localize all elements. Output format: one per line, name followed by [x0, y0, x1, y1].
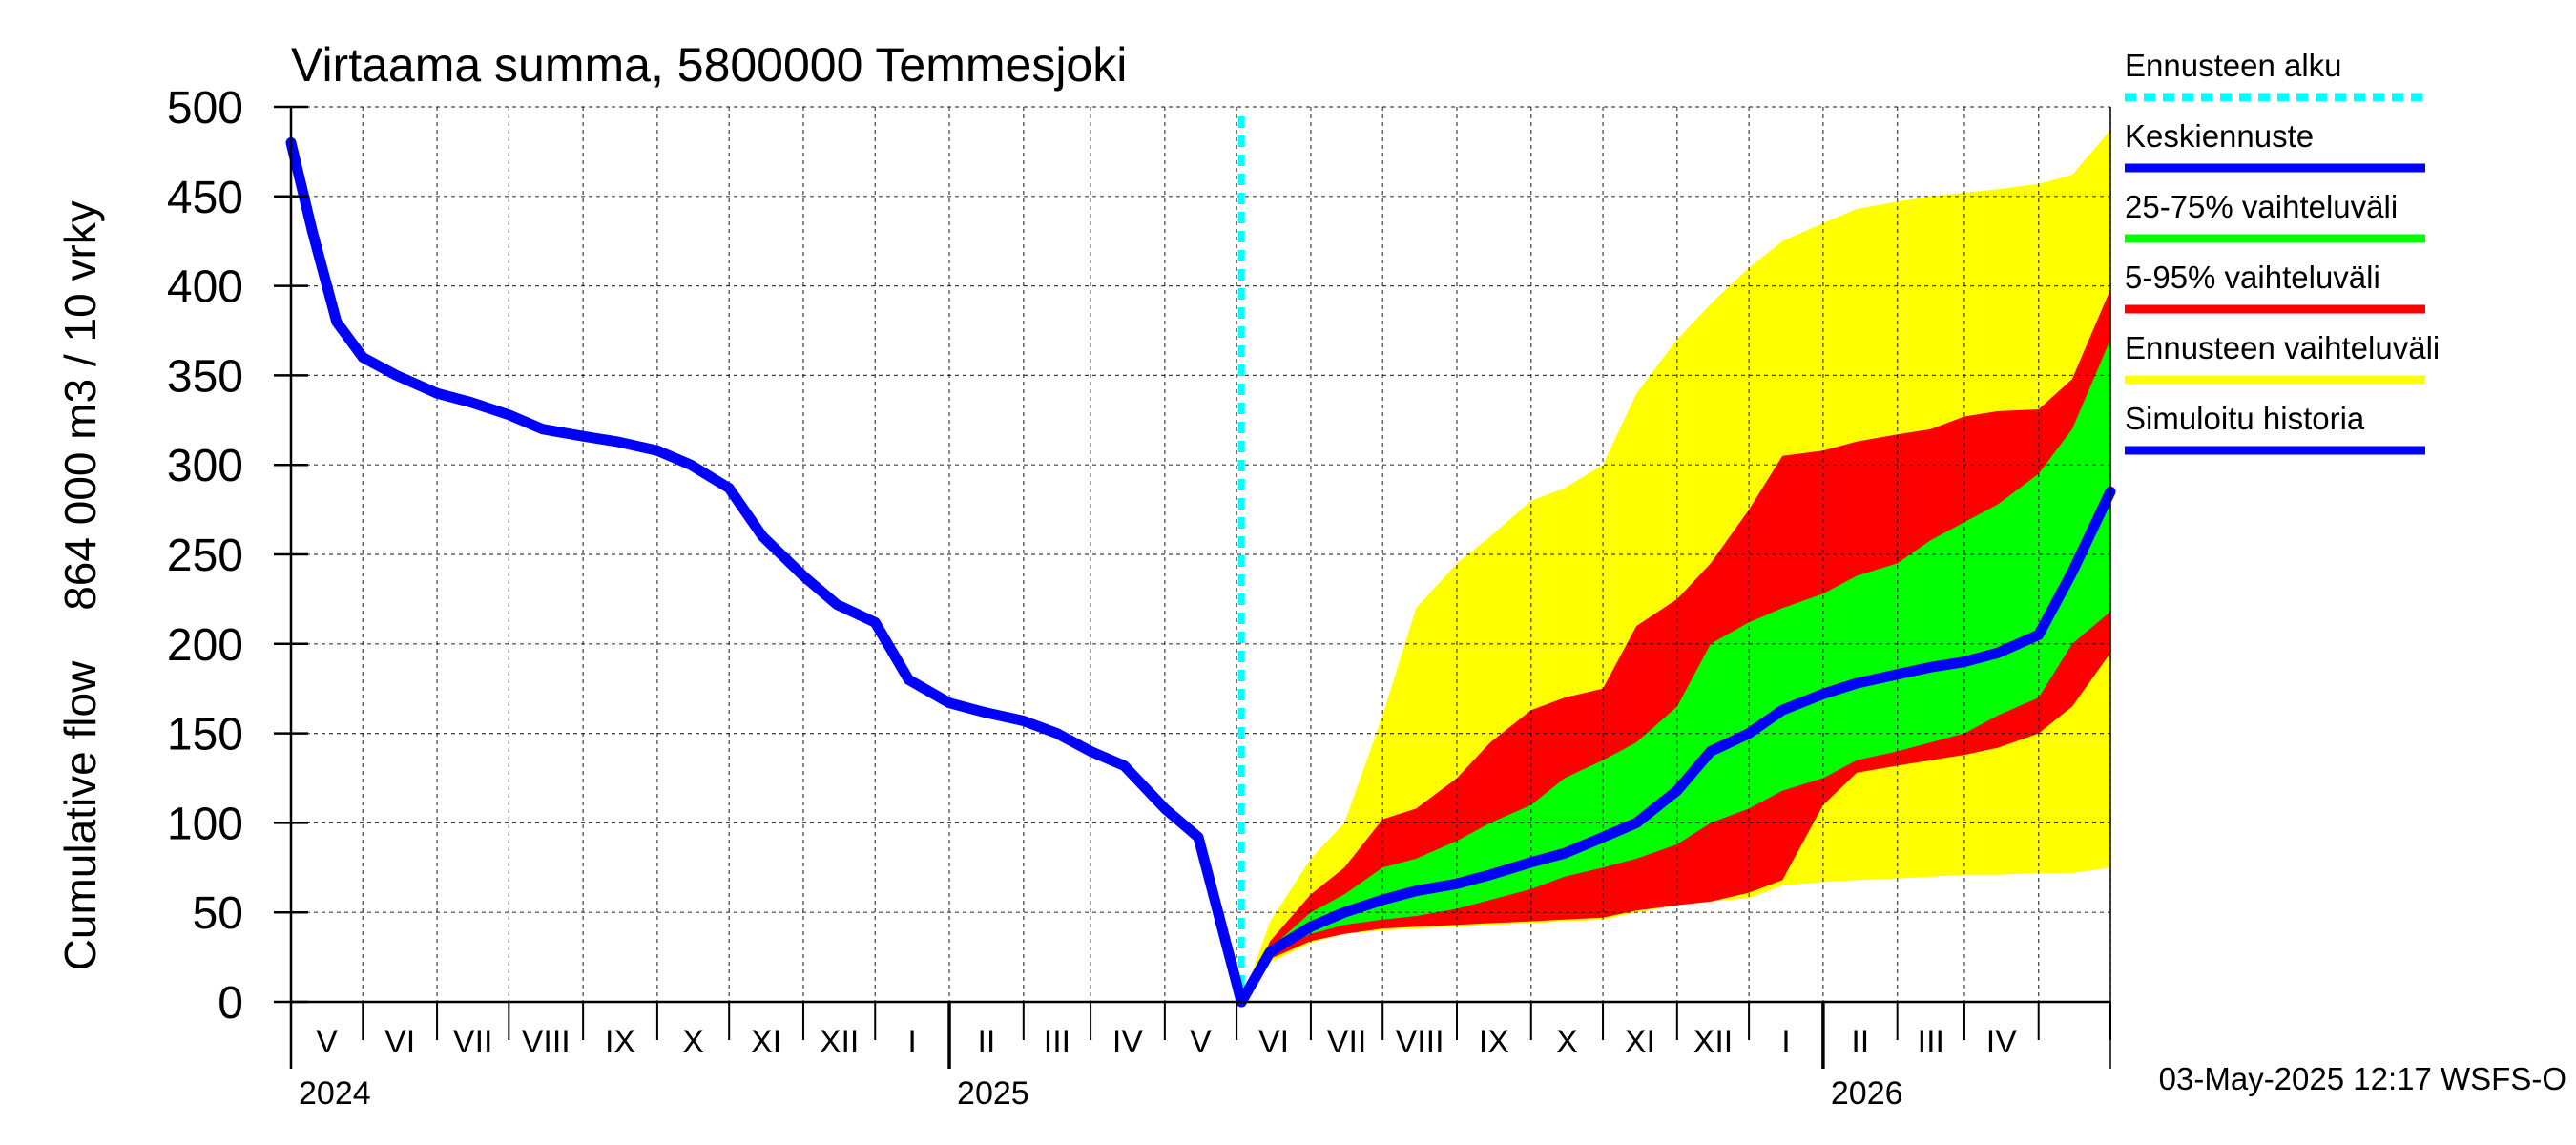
month-label-2: VII: [453, 1024, 493, 1060]
month-label-23: IV: [1986, 1024, 2017, 1060]
month-label-8: I: [907, 1024, 916, 1060]
series-line-1: [285, 137, 1247, 1008]
y-tick-label-3: 150: [167, 710, 243, 760]
y-tick-label-10: 500: [167, 83, 243, 134]
month-label-4: IX: [605, 1024, 635, 1060]
year-label-0: 2024: [299, 1075, 371, 1112]
legend: Ennusteen alku Keskiennuste 25-75% vaihtel…: [2125, 48, 2440, 455]
year-label-2: 2026: [1831, 1075, 1903, 1112]
y-axis-label-line-2: Cumulative flow: [55, 660, 105, 970]
legend-label-4: Ennusteen vaihteluväli: [2125, 330, 2440, 365]
month-label-22: III: [1918, 1024, 1944, 1060]
legend-label-1: Keskiennuste: [2125, 118, 2314, 154]
month-label-1: VI: [384, 1024, 415, 1060]
month-label-10: III: [1044, 1024, 1070, 1060]
month-label-9: II: [977, 1024, 995, 1060]
y-tick-label-0: 0: [218, 978, 243, 1029]
month-label-17: X: [1556, 1024, 1578, 1060]
footer-timestamp: 03-May-2025 12:17 WSFS-O: [2159, 1061, 2566, 1096]
y-tick-label-4: 200: [167, 620, 243, 671]
month-label-12: V: [1190, 1024, 1212, 1060]
legend-label-3: 5-95% vaihteluväli: [2125, 260, 2380, 295]
y-tick-label-8: 400: [167, 262, 243, 313]
y-tick-label-6: 300: [167, 441, 243, 491]
y-tick-label-7: 350: [167, 351, 243, 402]
series-line-0: [1236, 486, 2116, 1008]
y-tick-label-1: 50: [193, 888, 243, 939]
month-label-18: XI: [1625, 1024, 1655, 1060]
chart-title: Virtaama summa, 5800000 Temmesjoki: [291, 38, 1127, 92]
y-tick-label-2: 100: [167, 799, 243, 849]
series-lines: [285, 116, 2116, 1008]
legend-label-5: Simuloitu historia: [2125, 401, 2365, 436]
month-label-20: I: [1781, 1024, 1790, 1060]
legend-label-2: 25-75% vaihteluväli: [2125, 189, 2398, 224]
year-label-1: 2025: [957, 1075, 1029, 1112]
month-label-0: V: [316, 1024, 338, 1060]
band-1: [1241, 289, 2110, 1002]
y-axis-label-line-1: 864 000 m3 / 10 vrky: [55, 200, 105, 611]
y-tick-label-9: 450: [167, 173, 243, 223]
month-label-7: XII: [820, 1024, 860, 1060]
y-axis-label: 864 000 m3 / 10 vrky Cumulative flow: [55, 200, 105, 970]
forecast-bands: [1241, 130, 2110, 1002]
month-label-16: IX: [1479, 1024, 1509, 1060]
month-label-6: XI: [751, 1024, 781, 1060]
month-label-19: XII: [1693, 1024, 1734, 1060]
month-label-5: X: [682, 1024, 704, 1060]
month-label-3: VIII: [522, 1024, 571, 1060]
legend-label-0: Ennusteen alku: [2125, 48, 2342, 83]
month-label-13: VI: [1258, 1024, 1289, 1060]
grid-lines: [290, 106, 2111, 1002]
month-label-11: IV: [1112, 1024, 1143, 1060]
month-label-14: VII: [1327, 1024, 1367, 1060]
month-label-21: II: [1851, 1024, 1869, 1060]
y-tick-label-5: 250: [167, 531, 243, 581]
month-label-15: VIII: [1396, 1024, 1444, 1060]
